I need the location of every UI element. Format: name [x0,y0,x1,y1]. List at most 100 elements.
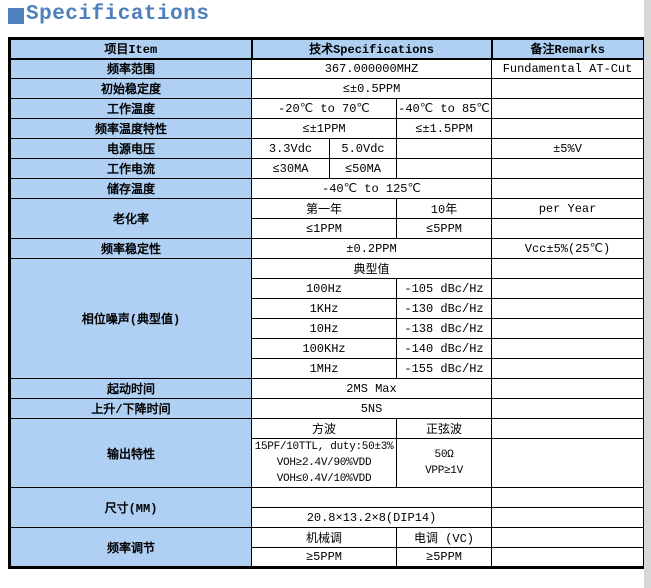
item-label-phase-noise: 相位噪声(典型值) [9,258,252,379]
row-frequency-stability: 频率稳定性 ±0.2PPM Vcc±5%(25℃) [9,238,646,259]
page-title: Specifications [8,3,209,26]
row-output-header: 输出特性 方波 正弦波 [9,418,646,488]
spec-value-b: ≤±1.5PPM [395,118,493,139]
page-edge-strip [644,0,651,588]
freq-adjust-value-a: ≥5PPM [251,547,397,568]
row-aging-header: 老化率 第一年 10年 per Year [9,198,646,239]
spec-value-b: ≤50MA [329,158,397,179]
item-label-startup-time: 起动时间 [9,378,252,399]
row-startup-time: 起动时间 2MS Max [9,378,646,399]
spec-value-a: ≤30MA [251,158,330,179]
row-dimensions-top: 尺寸(MM) [9,487,646,528]
remark-value [491,218,646,239]
remark-value [491,178,646,199]
spec-value-c [395,158,493,179]
remark-value: Fundamental AT-Cut [491,58,646,79]
remark-value [491,507,646,528]
remark-value [491,398,646,419]
spec-table: 项目Item 技术Specifications 备注Remarks 频率范围 3… [8,37,647,569]
row-operating-temperature: 工作温度 -20℃ to 70℃ -40℃ to 85℃ [9,98,646,119]
spec-value-a: ≤±1PPM [251,118,397,139]
output-square-spec: 15PF/10TTL, duty:50±3% VOH≥2.4V/90%VDD V… [251,438,397,488]
row-freq-adjust-values: ≥5PPM ≥5PPM [10,547,646,568]
row-storage-temperature: 储存温度 -40℃ to 125℃ [9,178,646,199]
phase-noise-typical-label: 典型值 [250,258,493,279]
freq-adjust-value-b: ≥5PPM [395,547,493,568]
header-item: 项目Item [8,37,253,60]
remark-value [491,487,646,508]
table-header-row: 项目Item 技术Specifications 备注Remarks [8,37,646,60]
spec-value-c [395,138,493,159]
phase-noise-value: -138 dBc/Hz [395,318,493,339]
phase-noise-freq: 1KHz [251,298,397,319]
row-rise-fall-time: 上升/下降时间 5NS [9,398,646,419]
output-sine-spec: 50Ω VPP≥1V [395,438,493,488]
item-label-freq-adjust: 频率调节 [9,527,252,568]
output-square-line: 15PF/10TTL, duty:50±3% [254,441,394,453]
remark-value [491,547,646,568]
freq-adjust-head-electrical: 电调 (VC) [395,527,493,548]
remark-value [491,258,646,279]
item-label-frequency-range: 频率范围 [9,58,252,79]
phase-noise-value: -155 dBc/Hz [395,358,493,379]
remark-value [491,418,646,439]
row-phase-noise-point: 100KHz -140 dBc/Hz [10,338,646,359]
aging-head-b: 10年 [395,198,493,219]
remark-value [491,527,646,548]
aging-value-b: ≤5PPM [395,218,493,239]
item-label-operating-temperature: 工作温度 [9,98,252,119]
row-initial-stability: 初始稳定度 ≤±0.5PPM [9,78,646,99]
dimensions-value: 20.8×13.2×8(DIP14) [250,507,493,528]
row-phase-noise-typical: 相位噪声(典型值) 典型值 [9,258,646,379]
remark-value [491,158,646,179]
remark-value [491,98,646,119]
dimensions-empty [250,487,493,508]
spec-value-a: -20℃ to 70℃ [251,98,397,119]
item-label-freq-temp-characteristic: 频率温度特性 [9,118,252,139]
item-label-initial-stability: 初始稳定度 [9,78,252,99]
remark-value: Vcc±5%(25℃) [491,238,646,259]
remark-value [491,298,646,319]
row-supply-voltage: 电源电压 3.3Vdc 5.0Vdc ±5%V [9,138,646,159]
spec-value: -40℃ to 125℃ [250,178,493,199]
remark-value [491,118,646,139]
phase-noise-value: -130 dBc/Hz [395,298,493,319]
spec-value: ≤±0.5PPM [250,78,493,99]
phase-noise-freq: 10Hz [251,318,397,339]
aging-head-a: 第一年 [251,198,397,219]
aging-value-a: ≤1PPM [251,218,397,239]
remark-value [491,78,646,99]
remark-value [491,318,646,339]
item-label-rise-fall-time: 上升/下降时间 [9,398,252,419]
row-freq-adjust-header: 频率调节 机械调 电调 (VC) [9,527,646,568]
header-remarks: 备注Remarks [490,37,646,60]
row-output-values: 15PF/10TTL, duty:50±3% VOH≥2.4V/90%VDD V… [10,438,646,488]
phase-noise-freq: 1MHz [251,358,397,379]
item-label-dimensions: 尺寸(MM) [9,487,252,528]
row-frequency-range: 频率范围 367.000000MHZ Fundamental AT-Cut [9,58,646,79]
remark-value [491,358,646,379]
spec-value: 367.000000MHZ [250,58,493,79]
item-label-operating-current: 工作电流 [9,158,252,179]
row-phase-noise-point: 100Hz -105 dBc/Hz [10,278,646,299]
blue-square-bullet-icon [8,8,24,24]
remark-value [491,378,646,399]
item-label-aging: 老化率 [9,198,252,239]
row-freq-temp-characteristic: 频率温度特性 ≤±1PPM ≤±1.5PPM [9,118,646,139]
output-sine-line: VPP≥1V [425,465,463,477]
output-square-line: VOH≥2.4V/90%VDD [276,457,372,469]
spec-value: ±0.2PPM [250,238,493,259]
spec-value-b: -40℃ to 85℃ [395,98,493,119]
header-spec: 技术Specifications [250,37,493,60]
remark-value: per Year [491,198,646,219]
spec-value: 2MS Max [250,378,493,399]
item-label-storage-temperature: 储存温度 [9,178,252,199]
phase-noise-freq: 100KHz [251,338,397,359]
spec-value-b: 5.0Vdc [329,138,397,159]
output-head-square: 方波 [251,418,397,439]
spec-value: 5NS [250,398,493,419]
phase-noise-value: -105 dBc/Hz [395,278,493,299]
page-title-text: Specifications [26,3,210,26]
output-head-sine: 正弦波 [395,418,493,439]
remark-value: ±5%V [491,138,646,159]
